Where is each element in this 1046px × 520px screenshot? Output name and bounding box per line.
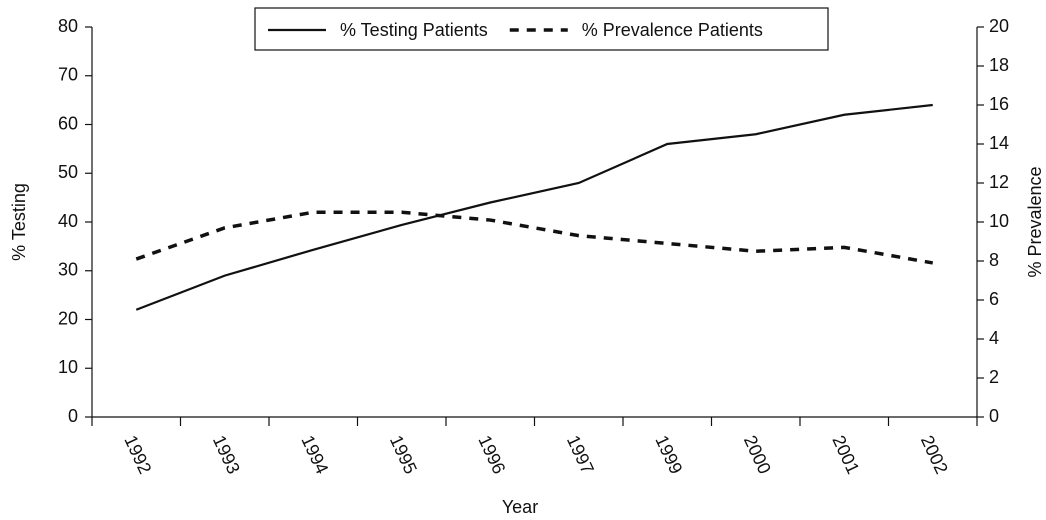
y-tick-label: 30 xyxy=(58,260,78,280)
legend-label: % Prevalence Patients xyxy=(582,20,763,40)
x-tick-label: 1997 xyxy=(563,432,598,477)
legend-box xyxy=(254,7,829,51)
y2-tick-label: 16 xyxy=(989,94,1009,114)
y2-tick-label: 8 xyxy=(989,250,999,270)
y-tick-label: 10 xyxy=(58,357,78,377)
y2-tick-label: 4 xyxy=(989,328,999,348)
y-tick-label: 70 xyxy=(58,65,78,85)
x-tick-label: 1992 xyxy=(120,432,155,477)
y-tick-label: 40 xyxy=(58,211,78,231)
y-tick-label: 60 xyxy=(58,113,78,133)
y2-tick-label: 6 xyxy=(989,289,999,309)
x-tick-label: 1996 xyxy=(474,432,509,477)
y-tick-label: 80 xyxy=(58,16,78,36)
x-axis-label: Year xyxy=(502,497,538,517)
y2-tick-label: 20 xyxy=(989,16,1009,36)
x-tick-label: 1993 xyxy=(209,432,244,477)
series-line xyxy=(135,103,933,311)
y-axis-label: % Testing xyxy=(9,183,29,261)
y2-tick-label: 2 xyxy=(989,367,999,387)
x-tick-label: 1999 xyxy=(651,432,686,477)
y2-tick-label: 0 xyxy=(989,406,999,426)
x-tick-label: 1994 xyxy=(297,432,332,477)
series-line xyxy=(135,210,934,265)
x-tick-label: 2000 xyxy=(740,432,775,477)
x-tick-label: 2002 xyxy=(917,432,952,477)
y-tick-label: 0 xyxy=(68,406,78,426)
legend-label: % Testing Patients xyxy=(340,20,488,40)
x-tick-label: 1995 xyxy=(386,432,421,477)
x-tick-label: 2001 xyxy=(828,432,863,477)
y2-tick-label: 12 xyxy=(989,172,1009,192)
y2-tick-label: 14 xyxy=(989,133,1009,153)
y-tick-label: 50 xyxy=(58,162,78,182)
y2-tick-label: 18 xyxy=(989,55,1009,75)
y2-axis-label: % Prevalence xyxy=(1025,166,1045,277)
y-tick-label: 20 xyxy=(58,308,78,328)
y2-tick-label: 10 xyxy=(989,211,1009,231)
